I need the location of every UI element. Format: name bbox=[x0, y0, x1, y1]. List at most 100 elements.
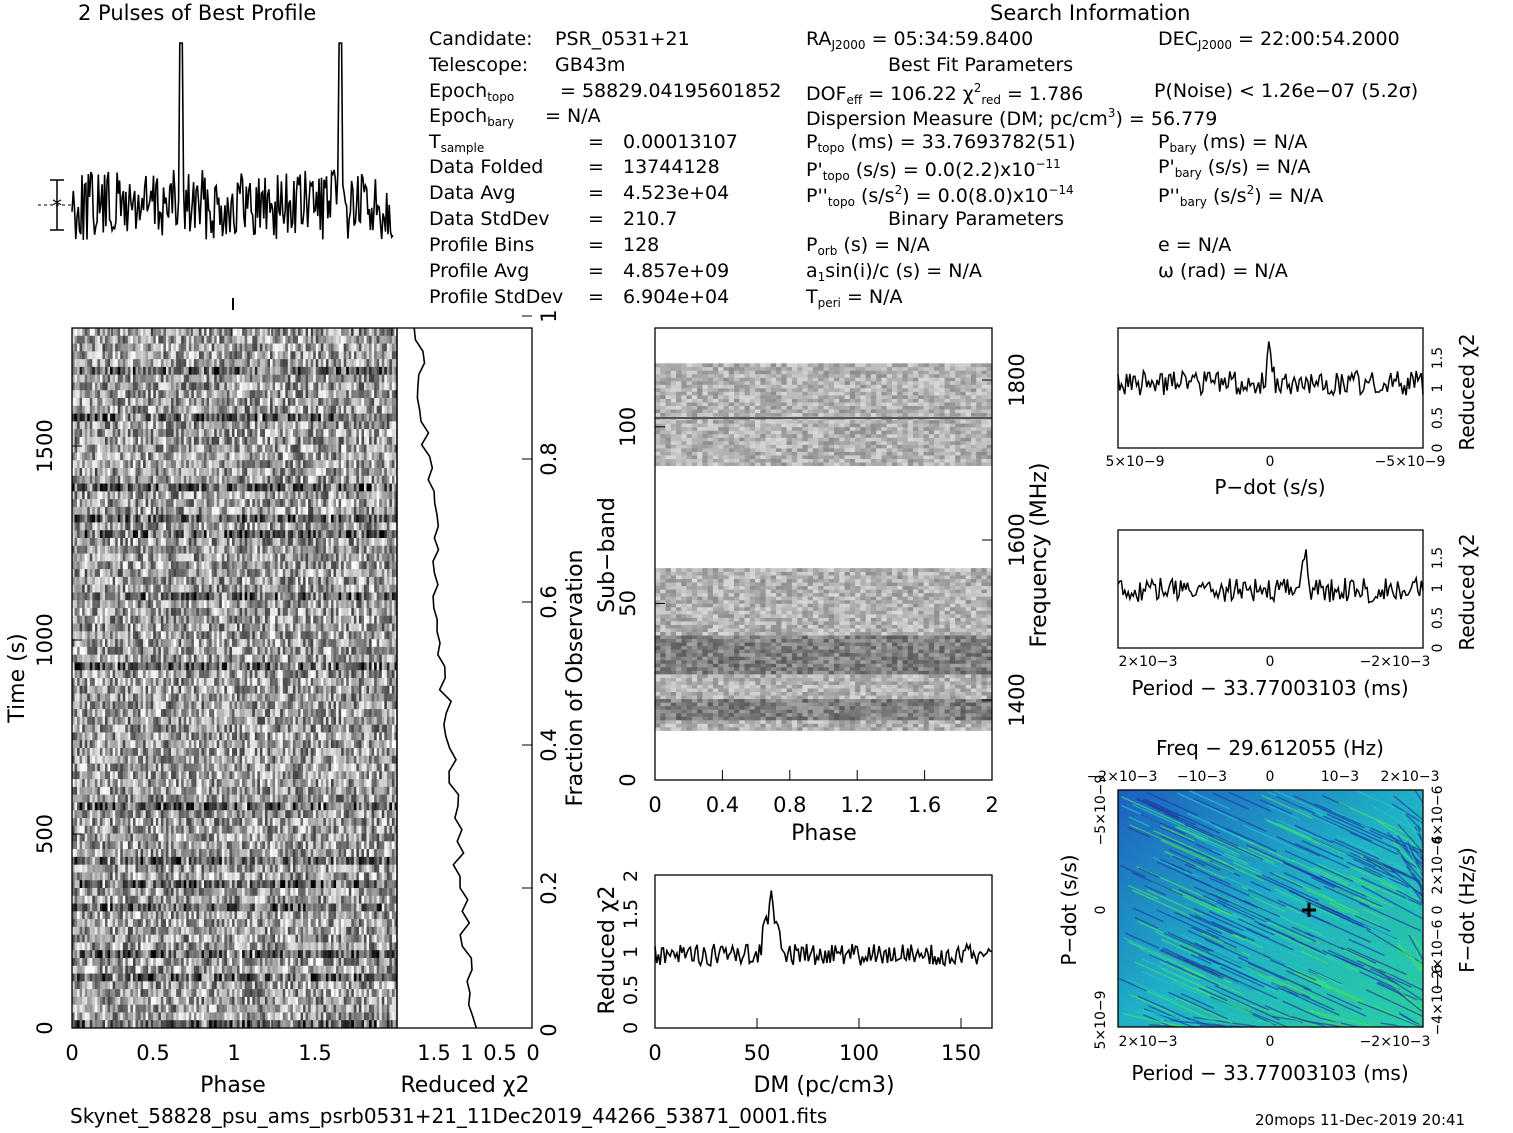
pixel bbox=[226, 483, 230, 492]
pixel bbox=[168, 413, 172, 422]
pixel bbox=[310, 335, 314, 344]
pixel bbox=[204, 374, 207, 383]
pixel bbox=[122, 468, 126, 477]
pixel bbox=[138, 608, 141, 617]
pixel bbox=[328, 475, 332, 484]
pixel bbox=[191, 592, 195, 601]
pixel bbox=[94, 553, 98, 562]
pixel bbox=[117, 615, 121, 624]
pixel bbox=[341, 374, 344, 383]
pixel bbox=[120, 538, 124, 547]
pixel bbox=[224, 382, 228, 391]
pixel bbox=[234, 460, 238, 469]
pixel bbox=[323, 483, 327, 492]
pixel bbox=[181, 413, 185, 422]
pixel bbox=[285, 436, 289, 445]
pixel bbox=[196, 561, 200, 570]
pixel bbox=[282, 584, 286, 593]
pixel bbox=[386, 553, 390, 562]
pixel bbox=[356, 429, 360, 438]
pixel bbox=[72, 444, 75, 453]
pixel bbox=[267, 460, 271, 469]
pixel bbox=[361, 398, 365, 407]
pixel bbox=[242, 506, 245, 515]
pixel bbox=[201, 499, 205, 508]
pixel bbox=[107, 569, 111, 578]
pixel bbox=[211, 374, 215, 383]
pixel bbox=[153, 514, 157, 523]
pixel bbox=[262, 499, 266, 508]
pixel bbox=[193, 405, 197, 414]
pixel bbox=[333, 600, 337, 609]
pixel bbox=[320, 483, 324, 492]
pixel bbox=[148, 530, 152, 539]
pixel bbox=[234, 623, 238, 632]
pixel bbox=[330, 553, 334, 562]
pixel bbox=[244, 576, 248, 585]
pixel bbox=[138, 530, 141, 539]
pixel bbox=[333, 538, 337, 547]
pixel bbox=[257, 390, 261, 399]
pixel bbox=[143, 343, 146, 352]
pixel bbox=[336, 366, 339, 375]
pixel bbox=[201, 623, 205, 632]
pixel bbox=[369, 576, 372, 585]
pixel bbox=[346, 608, 350, 617]
pixel bbox=[153, 522, 157, 531]
pixel bbox=[79, 608, 83, 617]
pixel bbox=[89, 413, 93, 422]
pixel bbox=[295, 506, 299, 515]
pixel bbox=[89, 351, 93, 360]
pixel bbox=[201, 569, 205, 578]
pixel bbox=[216, 522, 220, 531]
pixel bbox=[226, 374, 230, 383]
pixel bbox=[343, 328, 347, 337]
pixel bbox=[318, 359, 322, 368]
pixel bbox=[97, 615, 101, 624]
pixel bbox=[99, 452, 103, 461]
pixel bbox=[287, 538, 291, 547]
pixel bbox=[351, 390, 355, 399]
pixel bbox=[244, 506, 248, 515]
pixel bbox=[369, 335, 372, 344]
pixel bbox=[381, 468, 385, 477]
pixel bbox=[313, 545, 317, 554]
pixel bbox=[351, 545, 355, 554]
pixel bbox=[239, 343, 243, 352]
pixel bbox=[310, 491, 314, 500]
pixel bbox=[297, 468, 301, 477]
pixel bbox=[242, 429, 245, 438]
pixel bbox=[305, 444, 309, 453]
pixel bbox=[183, 475, 187, 484]
pixel bbox=[282, 530, 286, 539]
pixel bbox=[252, 576, 256, 585]
pixel bbox=[165, 553, 169, 562]
pixel bbox=[267, 514, 271, 523]
pixel bbox=[143, 483, 146, 492]
pixel bbox=[219, 592, 223, 601]
pixel bbox=[155, 328, 159, 337]
pixel bbox=[325, 343, 329, 352]
pixel bbox=[193, 374, 197, 383]
pixel bbox=[338, 359, 342, 368]
pixel bbox=[198, 398, 202, 407]
pixel bbox=[201, 584, 205, 593]
pixel bbox=[153, 561, 157, 570]
pixel bbox=[97, 328, 101, 337]
pixel bbox=[358, 584, 362, 593]
pixel bbox=[183, 335, 187, 344]
pixel bbox=[158, 615, 162, 624]
pixel bbox=[384, 600, 388, 609]
pixel bbox=[132, 398, 136, 407]
pixel bbox=[386, 460, 390, 469]
pixel bbox=[145, 538, 149, 547]
pixel bbox=[224, 615, 228, 624]
pixel bbox=[107, 468, 111, 477]
pixel bbox=[224, 452, 228, 461]
pixel bbox=[379, 491, 383, 500]
pixel bbox=[229, 460, 233, 469]
pixel bbox=[242, 366, 245, 375]
pixel bbox=[211, 530, 215, 539]
equals-sign: = bbox=[588, 260, 604, 282]
pixel bbox=[127, 413, 131, 422]
